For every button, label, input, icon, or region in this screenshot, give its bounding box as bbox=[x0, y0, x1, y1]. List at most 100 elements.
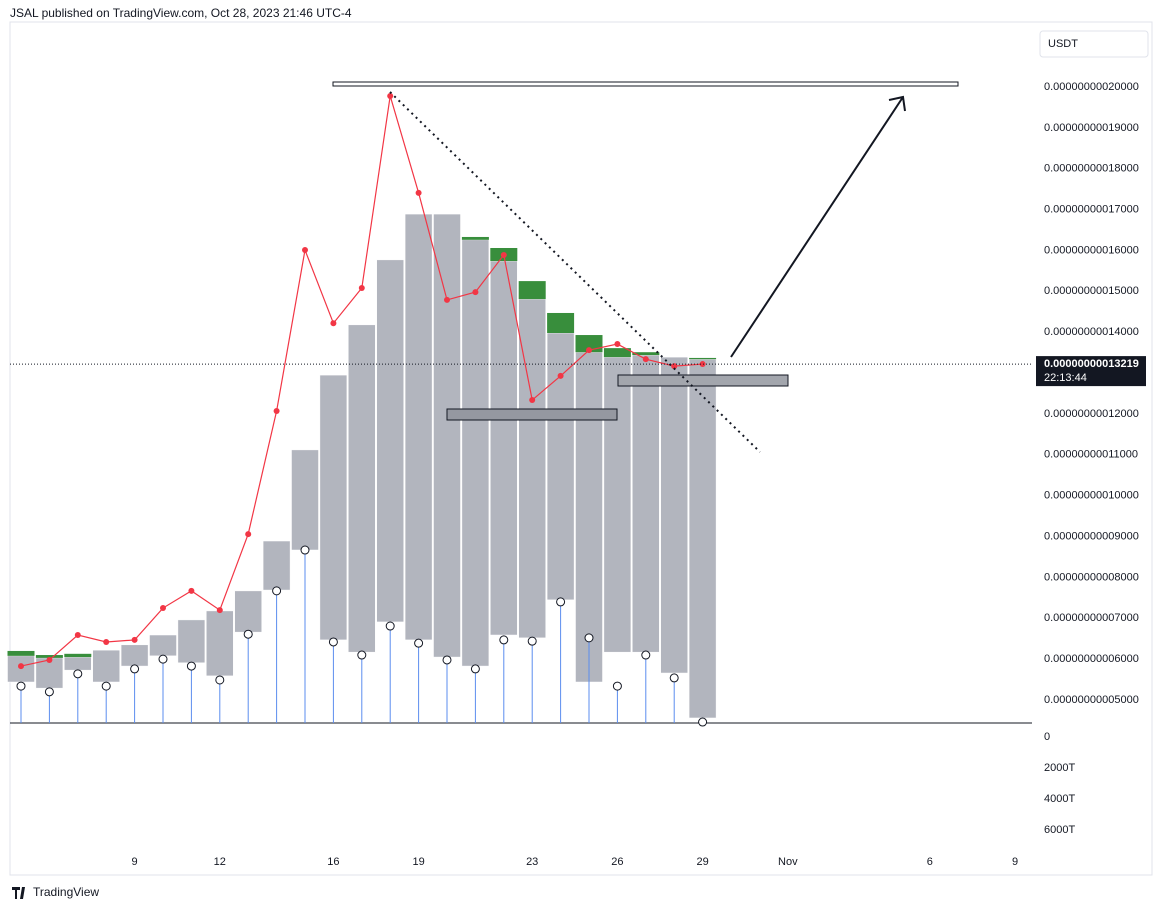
candle-body bbox=[632, 354, 660, 653]
drawing-rectangle bbox=[446, 408, 618, 421]
candle-gain bbox=[547, 312, 575, 334]
publish-header: JSAL published on TradingView.com, Oct 2… bbox=[10, 6, 352, 20]
price-dot bbox=[671, 363, 678, 370]
y-tick-label: 0.00000000019000 bbox=[1044, 122, 1139, 134]
last-price-box bbox=[1036, 356, 1146, 387]
price-dot bbox=[500, 251, 507, 258]
price-dot bbox=[699, 361, 706, 368]
drawing-rectangle bbox=[617, 374, 789, 387]
candle-body bbox=[660, 356, 688, 674]
price-dot bbox=[330, 320, 337, 327]
price-dot bbox=[18, 663, 24, 670]
price-dot bbox=[131, 636, 138, 643]
candle-body bbox=[92, 649, 120, 683]
y-tick-label: 0.00000000020000 bbox=[1044, 81, 1139, 93]
price-dot bbox=[529, 397, 536, 404]
marker-circle bbox=[357, 650, 367, 660]
candle-gain bbox=[35, 655, 63, 658]
candle-gain bbox=[689, 357, 717, 360]
candle-body bbox=[149, 634, 177, 657]
candle-body bbox=[688, 358, 717, 719]
marker-circle bbox=[300, 545, 310, 555]
drawing-trendline bbox=[389, 91, 761, 453]
marker-circle bbox=[641, 650, 651, 660]
price-dot bbox=[302, 247, 308, 254]
price-dot bbox=[358, 285, 365, 292]
price-dot bbox=[586, 347, 592, 354]
candle-body bbox=[206, 610, 234, 677]
logo-icon bbox=[12, 887, 25, 899]
y-tick-label: 0.00000000014000 bbox=[1044, 326, 1139, 338]
marker-circle bbox=[272, 586, 282, 596]
price-dot bbox=[46, 656, 53, 663]
candle-body bbox=[177, 619, 206, 664]
logo-text: TradingView bbox=[33, 885, 99, 899]
candle-body bbox=[64, 656, 92, 671]
marker-circle bbox=[584, 633, 594, 643]
candle-body bbox=[120, 644, 149, 667]
marker-circle bbox=[16, 681, 26, 691]
plot-area bbox=[7, 92, 1032, 727]
candle-body bbox=[234, 590, 262, 633]
marker-circle bbox=[73, 669, 83, 679]
y-tick-label: 0.00000000009000 bbox=[1044, 530, 1139, 542]
price-dot bbox=[415, 189, 422, 196]
y-tick-label: 0.00000000016000 bbox=[1044, 244, 1139, 256]
chart-frame bbox=[9, 21, 1153, 876]
y-tick-label: 0.00000000011000 bbox=[1044, 449, 1138, 461]
marker-circle bbox=[442, 655, 452, 665]
candle-body bbox=[404, 213, 433, 641]
volume-tick-label: 2000T bbox=[1044, 762, 1075, 774]
marker-circle bbox=[612, 681, 622, 691]
x-tick-label: 29 bbox=[696, 856, 708, 868]
marker-circle bbox=[158, 654, 168, 664]
candle-body bbox=[575, 351, 603, 683]
y-tick-label: 0.00000000005000 bbox=[1044, 694, 1139, 706]
currency-box[interactable] bbox=[1039, 30, 1149, 58]
price-dot bbox=[642, 356, 649, 363]
x-tick-label: 19 bbox=[412, 856, 424, 868]
drawing-rectangle bbox=[332, 81, 959, 87]
volume-tick-label: 6000T bbox=[1044, 824, 1075, 836]
x-tick-label: Nov bbox=[778, 856, 798, 868]
y-tick-label: 0.00000000018000 bbox=[1044, 163, 1139, 175]
marker-circle bbox=[527, 636, 537, 646]
candle-body bbox=[490, 260, 518, 636]
price-dot bbox=[74, 632, 81, 639]
marker-circle bbox=[414, 638, 424, 648]
price-dot bbox=[216, 607, 223, 614]
candle-gain bbox=[64, 653, 92, 658]
candle-body bbox=[291, 449, 319, 551]
x-tick-label: 6 bbox=[927, 856, 933, 868]
candle-gain bbox=[603, 348, 631, 358]
x-tick-label: 9 bbox=[132, 856, 138, 868]
y-tick-label: 0.00000000006000 bbox=[1044, 653, 1139, 665]
x-tick-label: 23 bbox=[526, 856, 538, 868]
marker-circle bbox=[499, 635, 509, 645]
y-tick-label: 0.00000000017000 bbox=[1044, 203, 1139, 215]
candle-body bbox=[262, 540, 291, 591]
marker-circle bbox=[698, 717, 708, 727]
price-dot bbox=[188, 587, 195, 594]
marker-circle bbox=[328, 637, 338, 647]
price-dot bbox=[103, 638, 110, 645]
price-dot bbox=[614, 341, 621, 348]
candle-gain bbox=[575, 335, 603, 353]
x-tick-label: 26 bbox=[611, 856, 623, 868]
x-tick-label: 9 bbox=[1012, 856, 1018, 868]
last-price-label: 0.00000000013219 bbox=[1044, 358, 1139, 370]
volume-tick-label: 0 bbox=[1044, 731, 1050, 743]
candle-gain bbox=[518, 281, 546, 300]
candle-gain bbox=[632, 352, 660, 356]
price-dot bbox=[273, 408, 280, 415]
y-tick-label: 0.00000000007000 bbox=[1044, 612, 1139, 624]
marker-circle bbox=[669, 673, 679, 683]
marker-circle bbox=[186, 661, 196, 671]
price-dot bbox=[444, 296, 450, 303]
marker-circle bbox=[44, 687, 54, 697]
candle-gain bbox=[7, 650, 35, 656]
candle-body bbox=[319, 374, 348, 641]
candle-body bbox=[376, 259, 404, 623]
price-dot bbox=[557, 372, 564, 379]
